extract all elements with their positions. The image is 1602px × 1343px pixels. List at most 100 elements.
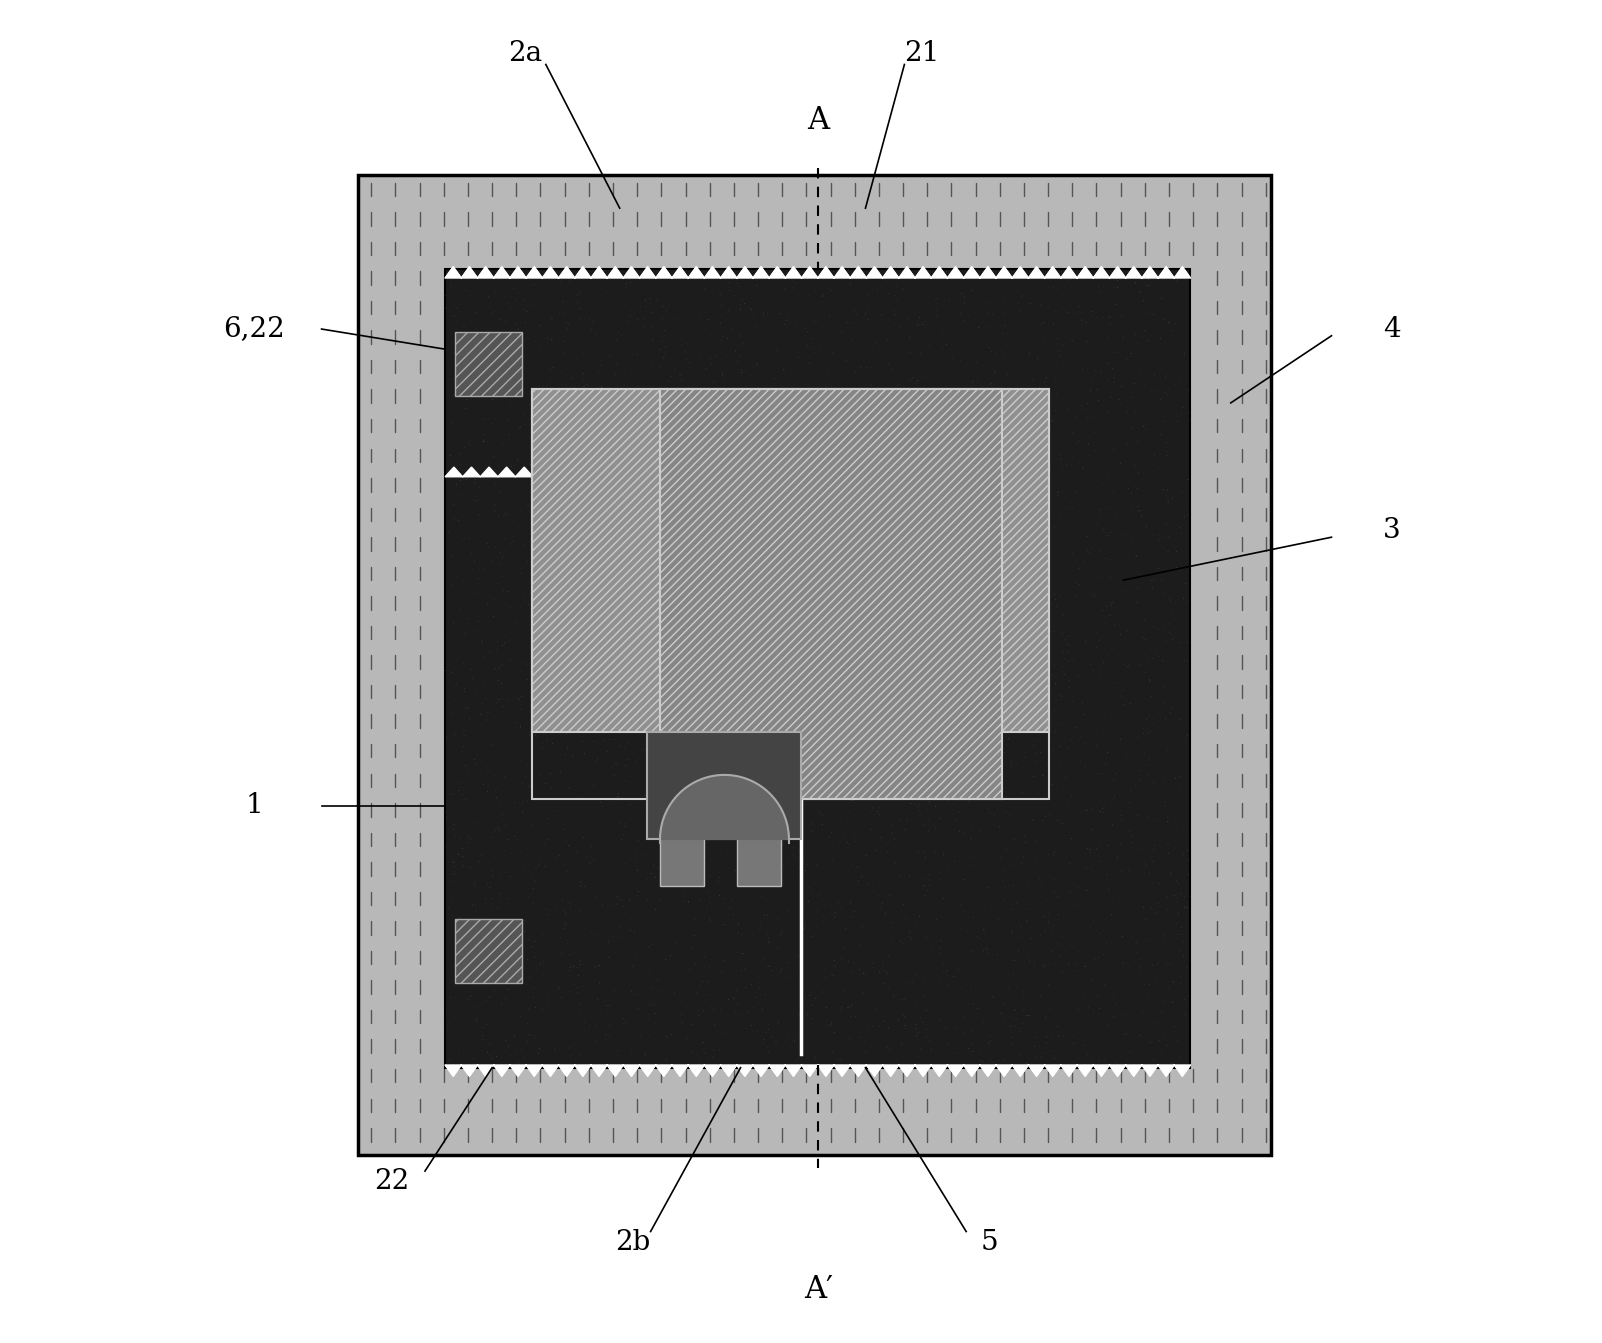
Point <box>703 522 729 544</box>
Point <box>1109 861 1134 882</box>
Point <box>1115 434 1141 455</box>
Point <box>759 1026 785 1048</box>
Point <box>444 565 469 587</box>
Point <box>690 533 716 555</box>
Point <box>1019 713 1045 735</box>
Point <box>958 756 984 778</box>
Point <box>892 988 918 1010</box>
Point <box>530 739 556 760</box>
Point <box>692 516 718 537</box>
Point <box>516 494 541 516</box>
Point <box>570 827 596 849</box>
Point <box>731 954 756 975</box>
Point <box>1081 911 1107 932</box>
Point <box>936 407 961 428</box>
Point <box>477 368 503 389</box>
Point <box>1110 505 1136 526</box>
Point <box>1086 504 1112 525</box>
Point <box>1086 998 1112 1019</box>
Point <box>639 655 665 677</box>
Point <box>655 579 681 600</box>
Point <box>977 1049 1003 1070</box>
Point <box>740 728 766 749</box>
Point <box>931 845 956 866</box>
Point <box>521 633 546 654</box>
Point <box>684 423 710 445</box>
Point <box>694 970 719 991</box>
Point <box>1096 326 1121 348</box>
Point <box>1080 799 1105 821</box>
Point <box>614 385 639 407</box>
Point <box>774 369 799 391</box>
Point <box>665 657 690 678</box>
Point <box>602 403 628 424</box>
Point <box>1131 627 1157 649</box>
Point <box>557 967 583 988</box>
Point <box>681 925 706 947</box>
Point <box>682 659 708 681</box>
Point <box>724 305 750 326</box>
Point <box>538 369 564 391</box>
Point <box>471 1017 497 1038</box>
Point <box>820 380 846 402</box>
Point <box>557 842 583 864</box>
Point <box>546 611 572 633</box>
Point <box>530 643 556 665</box>
Point <box>729 361 755 383</box>
Point <box>638 596 663 618</box>
Point <box>932 772 958 794</box>
Point <box>1126 904 1152 925</box>
Point <box>788 855 814 877</box>
Point <box>452 698 477 720</box>
Point <box>463 485 489 506</box>
Point <box>533 846 559 868</box>
Point <box>694 663 719 685</box>
Point <box>1149 784 1174 806</box>
Point <box>519 976 545 998</box>
Point <box>1166 791 1192 813</box>
Point <box>676 627 702 649</box>
Point <box>729 943 755 964</box>
Point <box>825 928 851 950</box>
Point <box>455 831 481 853</box>
Point <box>860 958 886 979</box>
Point <box>1080 860 1105 881</box>
Point <box>804 1015 830 1037</box>
Point <box>479 865 505 886</box>
Point <box>747 978 772 999</box>
Point <box>655 402 681 423</box>
Point <box>732 293 758 314</box>
Point <box>469 543 495 564</box>
Point <box>485 979 511 1001</box>
Point <box>676 486 702 508</box>
Point <box>1128 948 1153 970</box>
Point <box>851 766 876 787</box>
Point <box>1171 945 1197 967</box>
Point <box>839 706 865 728</box>
Point <box>1041 845 1067 866</box>
Point <box>492 618 517 639</box>
Point <box>755 461 780 482</box>
Point <box>955 512 980 533</box>
Point <box>775 847 801 869</box>
Point <box>956 661 982 682</box>
Point <box>607 888 633 909</box>
Point <box>636 936 662 958</box>
Point <box>1142 790 1168 811</box>
Point <box>952 869 977 890</box>
Point <box>668 483 694 505</box>
Point <box>1150 843 1176 865</box>
Point <box>913 847 939 869</box>
Point <box>505 449 530 470</box>
Point <box>500 393 525 415</box>
Point <box>897 716 923 737</box>
Point <box>905 829 931 850</box>
Point <box>713 411 739 432</box>
Point <box>686 637 711 658</box>
Point <box>1149 1044 1174 1065</box>
Point <box>817 704 843 725</box>
Point <box>479 412 505 434</box>
Point <box>452 921 477 943</box>
Point <box>732 657 758 678</box>
Point <box>982 399 1008 420</box>
